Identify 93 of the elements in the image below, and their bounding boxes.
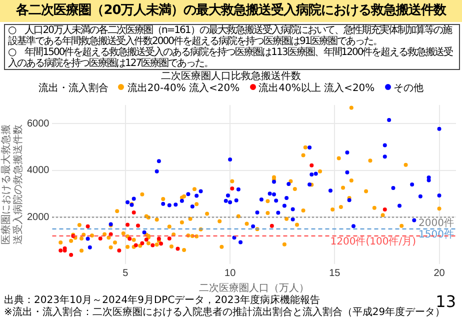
point	[126, 200, 130, 204]
point	[236, 187, 240, 192]
point	[284, 196, 289, 200]
point	[86, 224, 90, 228]
point	[58, 248, 63, 252]
point	[132, 210, 136, 215]
text: ※流出・流入割合：二次医療圏における入院患者の推計流出割合と流入割合（平成29年度データ）	[4, 307, 446, 319]
point	[328, 188, 332, 193]
point	[174, 202, 178, 207]
point	[255, 210, 260, 215]
point	[418, 194, 422, 198]
point	[234, 198, 238, 202]
legend-label: 流出20-40% 流入<20%	[126, 83, 240, 95]
point	[314, 172, 318, 176]
point	[167, 203, 172, 208]
point	[117, 248, 122, 252]
ref-line-label: 2000件	[418, 218, 454, 229]
point	[150, 243, 155, 248]
chart-title: 各二次医療圏（20万人未満）の最大救急搬送受入病院における救急搬送件数	[0, 0, 462, 22]
point	[132, 196, 136, 201]
point	[98, 236, 102, 241]
point	[387, 118, 392, 122]
point	[310, 172, 314, 176]
ref-line-label: 1500件	[418, 230, 454, 241]
point	[437, 126, 442, 131]
point	[412, 218, 416, 222]
point	[156, 159, 161, 164]
point	[144, 238, 148, 242]
point	[86, 236, 90, 241]
point	[410, 182, 414, 186]
point	[282, 204, 286, 208]
point	[88, 245, 92, 250]
source-note: 出典：2023年10月～2024年9月DPCデータ，2023年度病床機能報告	[4, 295, 320, 306]
point	[391, 186, 396, 190]
point	[437, 193, 442, 198]
x-tick-label: 10	[224, 268, 236, 279]
x-axis-title: 二次医療圏人口（万人）	[199, 282, 310, 294]
point	[274, 198, 278, 203]
point	[272, 192, 276, 196]
y-tick-label: 6000	[26, 118, 50, 130]
point	[382, 143, 387, 148]
point	[198, 189, 203, 194]
point	[426, 178, 431, 182]
point	[345, 170, 350, 174]
point	[167, 236, 172, 241]
point	[161, 202, 166, 206]
text: ○ 年間1500件を超える救急搬送受入のある病院を持つ医療圏は113医療圏、年間1200件を超える救急搬送受入のある病院を持つ医療圏は127医療圏であった。	[8, 47, 454, 69]
x-tick-label: 15	[329, 268, 341, 279]
point	[290, 207, 295, 212]
point	[382, 208, 387, 212]
legend-label: 流出40%以上 流入<20%	[258, 83, 375, 95]
point	[190, 204, 194, 208]
text: ○ 人口20万人未満の各二次医療圏（n=161）の最大救急搬送受入病院において、急性期充実体制加算等の施設基準である年間救急搬送受入件数2000件を超える病院を持つ医療圏は91医療圏であった。	[8, 25, 452, 47]
point	[276, 210, 280, 215]
point	[290, 217, 295, 222]
point	[140, 241, 144, 246]
point	[224, 198, 228, 203]
point	[159, 242, 164, 246]
chart-subtitle: 二次医療圏人口比救急搬送件数	[160, 71, 302, 82]
point	[128, 236, 132, 241]
point	[228, 200, 232, 204]
point	[251, 224, 256, 228]
point	[238, 240, 243, 244]
point	[398, 204, 402, 208]
point	[176, 246, 180, 251]
x-tick-label: 5	[122, 268, 129, 279]
point	[226, 193, 230, 198]
y-axis-title: 医療圏における最大救急搬送受入病院の救急搬送件数	[0, 124, 24, 244]
point	[228, 157, 232, 162]
point	[351, 224, 356, 228]
point	[270, 224, 274, 228]
point	[154, 169, 159, 174]
point	[259, 197, 264, 202]
y-tick-label: 2000	[26, 212, 50, 223]
point	[136, 224, 140, 228]
x-tick-label: 20	[434, 268, 446, 279]
point	[186, 192, 190, 196]
point	[308, 146, 312, 150]
point	[126, 222, 130, 227]
point	[345, 150, 350, 154]
point	[142, 230, 146, 234]
ref-line-label: 1200件(100件/月)	[330, 236, 416, 248]
point	[230, 186, 234, 190]
point	[382, 154, 387, 159]
point	[69, 252, 74, 257]
point	[310, 163, 314, 168]
legend-title: 流出・流入割合	[38, 83, 108, 95]
y-tick-label: 4000	[26, 165, 50, 176]
point	[268, 192, 272, 196]
point	[180, 198, 184, 203]
point	[194, 194, 199, 198]
point	[286, 182, 291, 186]
legend-label: その他	[392, 83, 424, 95]
